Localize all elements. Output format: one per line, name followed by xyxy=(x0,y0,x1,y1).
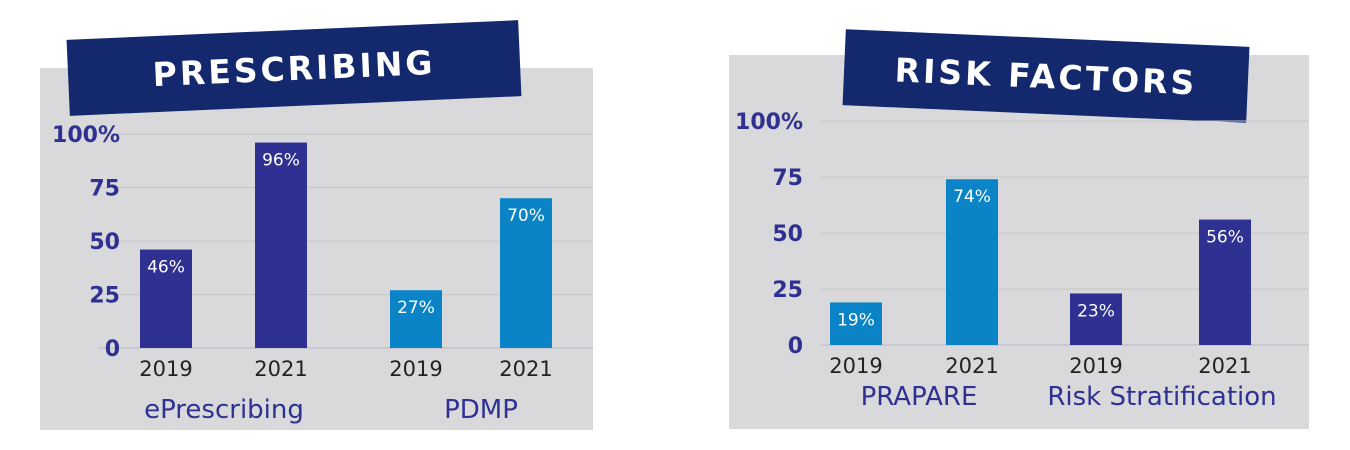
bar-value-label: 74% xyxy=(953,187,991,207)
y-tick-label: 75 xyxy=(772,166,803,191)
category-label: 2019 xyxy=(1069,354,1122,378)
bar xyxy=(500,198,552,348)
bar xyxy=(946,179,998,345)
bar xyxy=(390,290,442,348)
category-label: 2019 xyxy=(139,357,192,381)
group-label: PDMP xyxy=(444,395,518,425)
category-label: 2021 xyxy=(1198,354,1251,378)
y-tick-label: 100% xyxy=(52,123,120,148)
group-label: PRAPARE xyxy=(861,382,978,412)
y-tick-label: 0 xyxy=(105,337,120,362)
y-tick-label: 50 xyxy=(772,222,803,247)
category-label: 2021 xyxy=(499,357,552,381)
bar-value-label: 96% xyxy=(262,151,300,171)
bar-value-label: 70% xyxy=(507,206,545,226)
y-tick-label: 0 xyxy=(788,334,803,359)
bar xyxy=(140,249,192,348)
bar-value-label: 56% xyxy=(1206,228,1244,248)
y-tick-label: 25 xyxy=(89,284,120,309)
risk-factors-chart: 0 25 50 75 100% 19% 2019 74% 2021 23% 2019 56% 2021 P… xyxy=(735,110,1309,412)
y-tick-label: 75 xyxy=(89,177,120,202)
bar-value-label: 27% xyxy=(397,298,435,318)
y-tick-label: 50 xyxy=(89,230,120,255)
bar-value-label: 19% xyxy=(837,310,875,330)
group-label: Risk Stratification xyxy=(1047,382,1276,412)
category-label: 2019 xyxy=(829,354,882,378)
category-label: 2021 xyxy=(945,354,998,378)
y-tick-label: 100% xyxy=(735,110,803,135)
prescribing-chart: 0 25 50 75 100% 46% 2019 96% 2021 27% 2019 70% 2021 e… xyxy=(52,123,593,425)
bar xyxy=(1199,219,1251,345)
bar-value-label: 23% xyxy=(1077,301,1115,321)
bar xyxy=(255,142,307,348)
bar xyxy=(830,302,882,345)
group-label: ePrescribing xyxy=(144,395,304,425)
bar xyxy=(1070,293,1122,345)
category-label: 2021 xyxy=(254,357,307,381)
y-tick-label: 25 xyxy=(772,278,803,303)
bar-value-label: 46% xyxy=(147,258,185,278)
category-label: 2019 xyxy=(389,357,442,381)
